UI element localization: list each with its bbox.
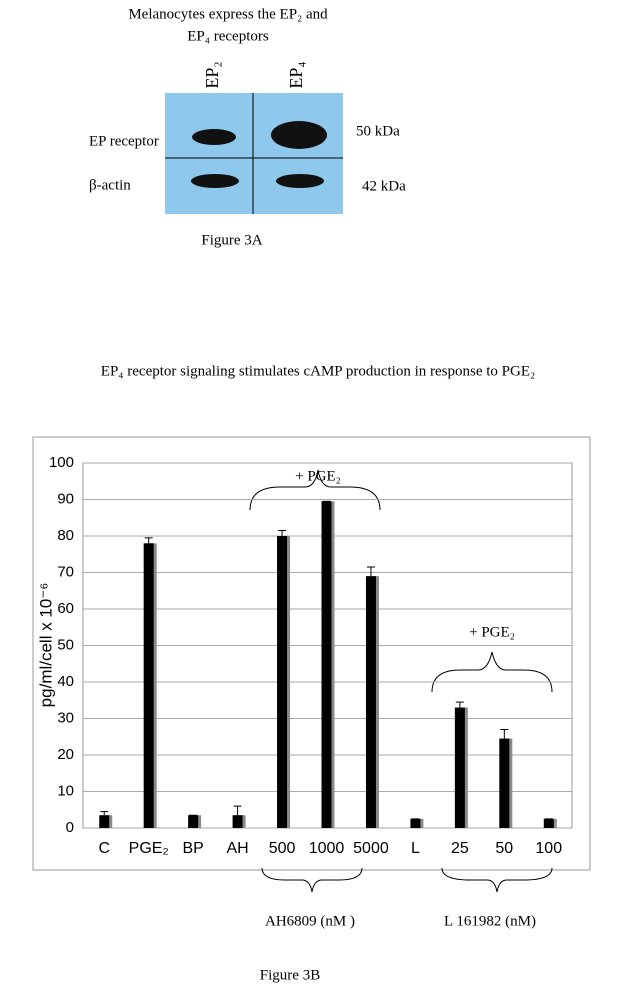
y-tick-label: 90 — [57, 490, 74, 507]
error-bar — [366, 566, 375, 577]
bar — [232, 815, 243, 828]
bar — [99, 815, 110, 828]
y-tick-label: 40 — [57, 673, 74, 690]
x-tick-label: L — [411, 840, 420, 857]
x-tick-label: BP — [182, 840, 203, 857]
size-label: 42 kDa — [362, 178, 406, 194]
band — [271, 121, 327, 149]
title: Melanocytes express the EP₂ and — [128, 6, 328, 22]
bar — [277, 536, 288, 828]
bar — [188, 815, 199, 828]
error-bar — [144, 537, 153, 544]
x-tick-label: PGE₂ — [129, 840, 169, 857]
y-tick-label: 20 — [57, 746, 74, 763]
x-tick-label: AH — [226, 840, 248, 857]
bar — [499, 738, 510, 828]
size-label: 50 kDa — [356, 123, 400, 139]
bar — [365, 576, 376, 828]
bar — [454, 707, 465, 828]
group-label: AH6809 (nM ) — [265, 913, 355, 929]
y-tick-label: 0 — [66, 819, 74, 836]
caption: Figure 3A — [201, 232, 262, 248]
x-tick-label: C — [98, 840, 110, 857]
y-tick-label: 70 — [57, 563, 74, 580]
error-bar — [100, 811, 109, 816]
x-tick-label: 100 — [535, 840, 562, 857]
y-tick-label: 30 — [57, 709, 74, 726]
subtitle: EP₄ receptor signaling stimulates cAMP p… — [101, 363, 535, 379]
error-bar — [278, 530, 287, 536]
bar — [321, 501, 332, 828]
brace — [261, 867, 363, 893]
brace — [249, 469, 381, 511]
group-label: L 161982 (nM) — [444, 913, 536, 929]
blot — [165, 93, 343, 214]
annotation: + PGE₂ — [295, 468, 341, 484]
band — [191, 174, 239, 188]
error-bar — [500, 728, 509, 739]
x-tick-label: 50 — [495, 840, 513, 857]
y-tick-label: 60 — [57, 600, 74, 617]
band — [276, 174, 324, 188]
caption: Figure 3B — [260, 967, 320, 983]
row-label: EP receptor — [89, 133, 159, 149]
brace — [431, 651, 553, 693]
y-tick-label: 80 — [57, 527, 74, 544]
bar — [543, 818, 554, 828]
row-label: β-actin — [89, 177, 131, 193]
error-bar — [233, 805, 242, 816]
y-axis-label: pg/ml/cell x 10⁻⁶ — [36, 583, 55, 708]
lane-label: EP₂ — [202, 61, 222, 88]
bar — [410, 818, 421, 828]
y-tick-label: 10 — [57, 782, 74, 799]
annotation: + PGE₂ — [469, 624, 515, 640]
x-tick-label: 500 — [269, 840, 296, 857]
brace — [441, 867, 553, 893]
bar — [143, 543, 154, 828]
x-tick-label: 1000 — [309, 840, 345, 857]
x-tick-label: 25 — [451, 840, 469, 857]
x-tick-label: 5000 — [353, 840, 389, 857]
y-tick-label: 50 — [57, 636, 74, 653]
lane-label: EP₄ — [286, 61, 306, 88]
band — [192, 129, 236, 145]
error-bar — [455, 701, 464, 708]
title: EP₄ receptors — [187, 28, 269, 44]
chart-frame — [32, 436, 591, 871]
y-tick-label: 100 — [49, 454, 74, 471]
